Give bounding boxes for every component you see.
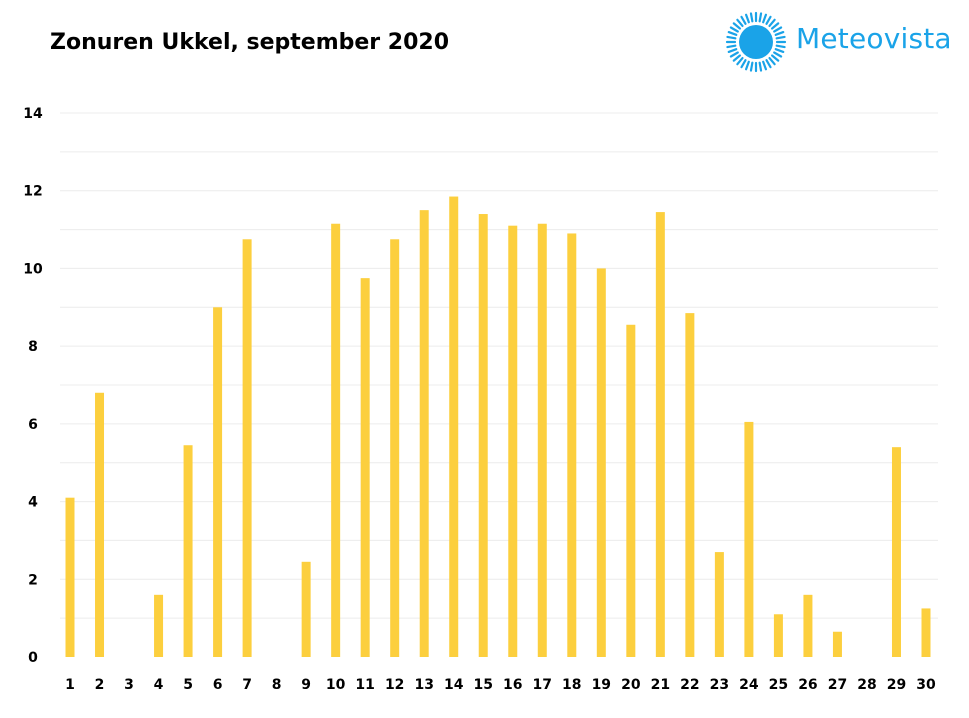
bar-day-13 [419,210,429,657]
x-tick-label: 3 [124,677,134,693]
bars [65,196,931,658]
bar-day-19 [596,268,606,657]
bar-day-10 [331,223,341,657]
y-tick-label: 12 [23,184,42,200]
y-tick-label: 14 [23,106,43,122]
bar-day-7 [242,239,252,658]
x-tick-label: 30 [916,677,936,693]
x-tick-label: 24 [739,677,759,693]
x-tick-label: 10 [326,677,346,693]
bar-day-5 [183,445,193,657]
x-tick-label: 29 [887,677,906,693]
x-tick-label: 28 [857,677,876,693]
bar-day-27 [832,631,842,657]
x-axis-ticks: 1 2 3 4 5 6 7 8 9 10 11 12 13 14 15 16 17 18 19 20 21 22 23 24 2… [65,677,936,693]
bar-day-25 [773,614,783,657]
x-tick-label: 17 [533,677,552,693]
bar-day-24 [744,421,754,657]
x-tick-label: 15 [473,677,492,693]
x-tick-label: 27 [828,677,847,693]
bar-day-18 [567,233,577,657]
x-tick-label: 1 [65,677,75,693]
x-tick-label: 7 [242,677,252,693]
bar-day-23 [714,552,724,657]
bar-day-14 [449,196,459,658]
bar-day-11 [360,278,370,657]
bar-day-21 [655,212,665,658]
x-tick-label: 19 [592,677,611,693]
sun-icon [725,11,787,73]
x-tick-label: 25 [769,677,788,693]
y-tick-label: 8 [28,339,38,355]
x-tick-label: 20 [621,677,641,693]
x-tick-label: 13 [414,677,433,693]
bar-day-22 [685,313,695,657]
bar-day-29 [891,447,901,657]
x-tick-label: 14 [444,677,464,693]
y-tick-label: 10 [23,261,43,277]
bar-day-4 [154,594,164,657]
y-tick-label: 2 [28,572,38,588]
x-tick-label: 9 [301,677,311,693]
bar-day-20 [626,324,636,657]
bar-day-9 [301,561,311,657]
x-tick-label: 12 [385,677,404,693]
bar-day-15 [478,214,488,657]
y-tick-label: 4 [28,495,38,511]
brand-logo-group[interactable]: Meteovista [724,10,964,74]
bar-day-30 [921,608,931,657]
x-tick-label: 18 [562,677,581,693]
x-tick-label: 22 [680,677,699,693]
x-tick-label: 4 [154,677,164,693]
x-tick-label: 6 [213,677,223,693]
bar-day-17 [537,223,547,657]
x-tick-label: 8 [272,677,282,693]
bar-day-16 [508,225,518,657]
y-tick-label: 6 [28,417,38,433]
y-axis-ticks: 0 2 4 6 8 10 12 14 [23,106,43,666]
y-tick-label: 0 [28,650,38,666]
x-tick-label: 23 [710,677,729,693]
bar-day-26 [803,594,813,657]
bar-day-6 [213,307,223,657]
x-tick-label: 5 [183,677,193,693]
bar-day-1 [65,497,75,657]
brand-name: Meteovista [796,22,952,55]
x-tick-label: 16 [503,677,522,693]
bar-day-2 [95,392,105,657]
chart-title: Zonuren Ukkel, september 2020 [50,30,450,55]
bar-day-12 [390,239,400,658]
x-tick-label: 2 [95,677,105,693]
x-tick-label: 26 [798,677,817,693]
x-tick-label: 11 [355,677,374,693]
x-tick-label: 21 [651,677,670,693]
gridlines [60,112,938,619]
